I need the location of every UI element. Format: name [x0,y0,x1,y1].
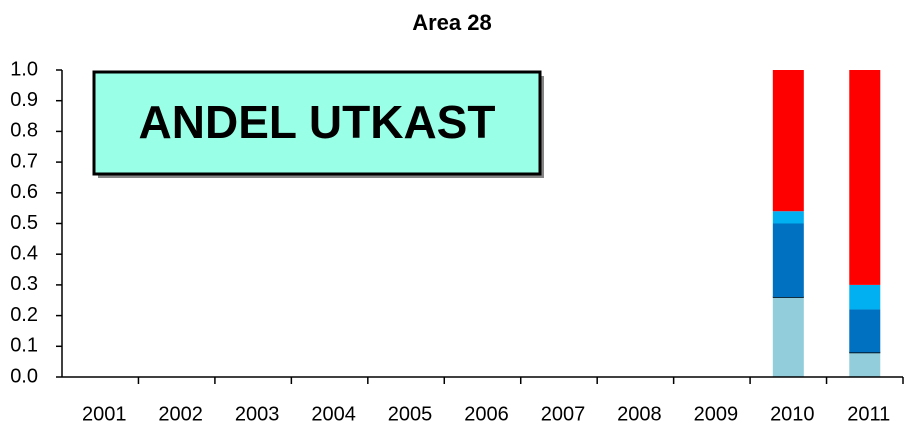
annotation-text: ANDEL UTKAST [139,96,496,148]
annotation-box [92,70,542,176]
bar-segment [849,284,881,310]
y-tick-label: 0.8 [10,120,38,142]
x-tick-label: 2011 [847,403,890,425]
bar-segment [772,70,804,212]
y-tick-label: 0.1 [10,335,38,357]
x-tick-label: 2003 [235,403,280,425]
x-tick-label: 2007 [541,403,586,425]
x-tick-label: 2009 [694,403,739,425]
bar-segment [849,352,881,377]
bar-segment [849,70,881,285]
y-tick-label: 0.2 [10,304,38,326]
chart-title: Area 28 [412,10,492,35]
y-tick-label: 0.5 [10,212,38,234]
y-tick-label: 0.7 [10,150,38,172]
y-tick-label: 0.6 [10,181,38,203]
x-tick-label: 2005 [388,403,433,425]
y-tick-label: 0.0 [10,365,38,387]
bar-segment [772,297,804,377]
y-tick-label: 1.0 [10,58,38,80]
x-tick-label: 2004 [311,403,356,425]
y-tick-label: 0.4 [10,242,38,264]
y-tick-label: 0.9 [10,89,38,111]
y-tick-label: 0.3 [10,273,38,295]
x-tick-label: 2002 [158,403,203,425]
x-tick-label: 2006 [464,403,509,425]
x-tick-label: 2010 [770,403,815,425]
x-tick-label: 2001 [82,403,127,425]
bar-segment [849,309,881,353]
x-tick-label: 2008 [617,403,662,425]
bar-segment [772,223,804,298]
bar-segment [772,211,804,224]
